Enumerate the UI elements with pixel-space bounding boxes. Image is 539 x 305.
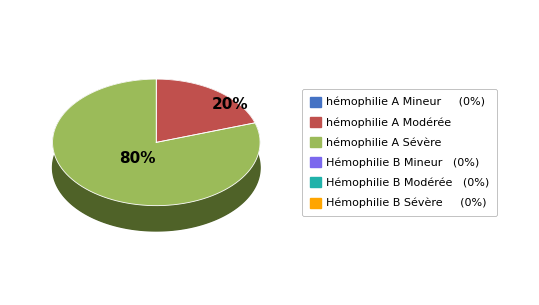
Polygon shape: [156, 79, 255, 142]
Text: 80%: 80%: [119, 151, 156, 166]
Polygon shape: [52, 79, 260, 206]
Polygon shape: [52, 79, 260, 231]
Text: 20%: 20%: [211, 97, 248, 112]
Polygon shape: [156, 79, 255, 148]
Legend: hémophilie A Mineur     (0%), hémophilie A Modérée, hémophilie A Sévère, Hémophi: hémophilie A Mineur (0%), hémophilie A M…: [302, 89, 497, 216]
Polygon shape: [52, 104, 260, 231]
